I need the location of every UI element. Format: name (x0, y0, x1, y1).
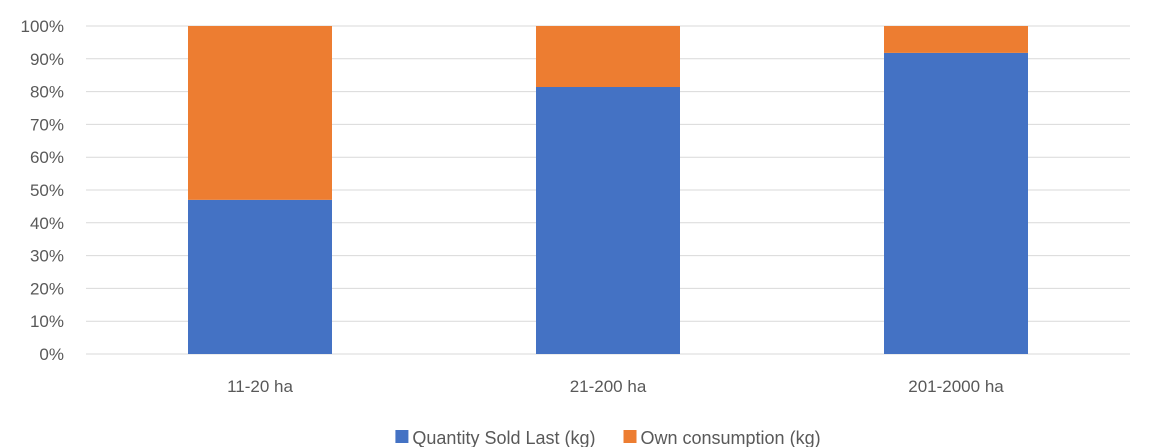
legend-label: Quantity Sold Last (kg) (412, 428, 595, 447)
bar-segment (188, 26, 332, 200)
y-tick-label: 10% (30, 312, 64, 331)
legend-swatch (395, 430, 409, 443)
bar-segment (884, 26, 1028, 53)
y-tick-label: 40% (30, 214, 64, 233)
y-tick-label: 20% (30, 279, 64, 298)
y-tick-label: 90% (30, 50, 64, 69)
bar-segment (188, 199, 332, 354)
x-tick-label: 21-200 ha (570, 377, 647, 396)
x-axis-tick-labels: 11-20 ha 21-200 ha 201-2000 ha (227, 377, 1004, 396)
y-tick-label: 0% (39, 345, 64, 364)
y-axis-tick-labels: 0% 10% 20% 30% 40% 50% 60% 70% 80% 90% 100% (21, 17, 64, 364)
bars (188, 26, 1028, 355)
legend-swatch (623, 430, 637, 443)
legend: Quantity Sold Last (kg) Own consumption (… (395, 428, 821, 447)
x-tick-label: 11-20 ha (227, 377, 293, 396)
bar-segment (536, 26, 680, 88)
bar-segment (884, 52, 1028, 355)
y-tick-label: 100% (21, 17, 64, 36)
legend-label: Own consumption (kg) (641, 428, 821, 447)
y-tick-label: 50% (30, 181, 64, 200)
y-tick-label: 30% (30, 247, 64, 266)
y-tick-label: 60% (30, 148, 64, 167)
x-tick-label: 201-2000 ha (908, 377, 1004, 396)
y-tick-label: 80% (30, 83, 64, 102)
bar-segment (536, 87, 680, 355)
y-tick-label: 70% (30, 115, 64, 134)
